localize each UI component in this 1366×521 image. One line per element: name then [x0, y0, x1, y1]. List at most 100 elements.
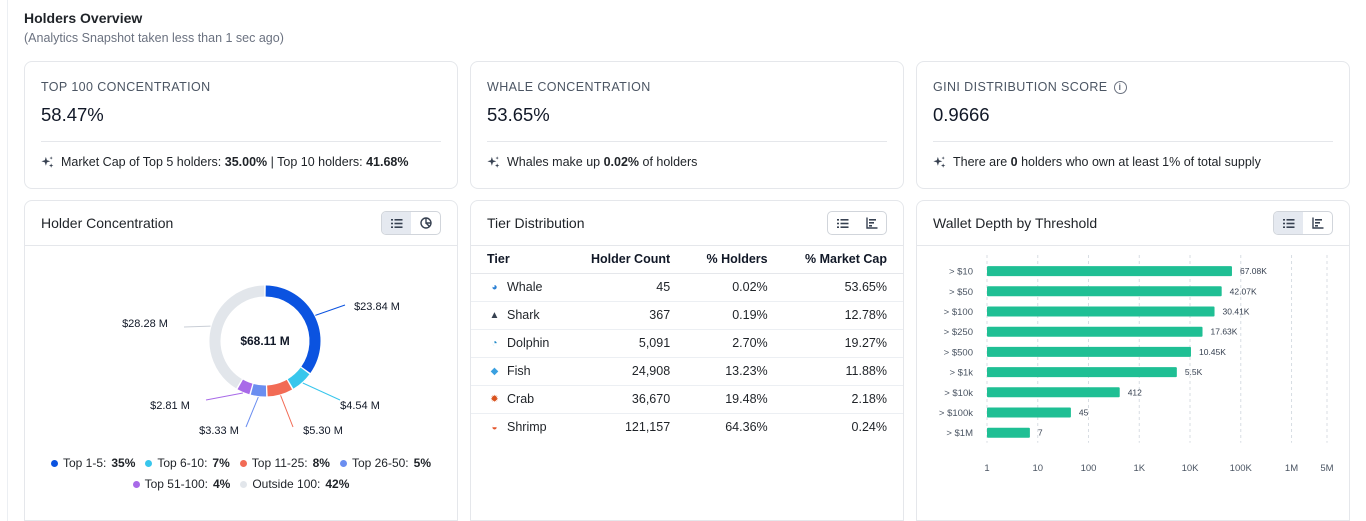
- legend-dot-icon: [50, 459, 58, 467]
- holder-count-cell: 36,670: [569, 385, 687, 414]
- stat-card-whale: WHALE CONCENTRATION 53.65% Whales make u…: [470, 61, 904, 189]
- market-cap-pct-cell: 19.27%: [783, 329, 903, 358]
- holders-pct-cell: 0.02%: [686, 273, 784, 302]
- crab-icon: ✹: [490, 393, 499, 405]
- stat-note: Whales make up 0.02% of holders: [487, 155, 697, 169]
- donut-segment[interactable]: [209, 285, 265, 389]
- column-header: Holder Count: [569, 246, 687, 274]
- bar-value-label: 45: [1079, 408, 1089, 418]
- donut-segment[interactable]: [265, 285, 321, 373]
- donut-segment[interactable]: [287, 367, 310, 389]
- legend-item[interactable]: Outside 100: 42%: [240, 477, 349, 491]
- legend-dot-icon: [339, 459, 347, 467]
- tier-name: Crab: [507, 392, 535, 406]
- stat-label: GINI DISTRIBUTION SCORE i: [933, 80, 1127, 94]
- market-cap-pct-cell: 11.88%: [783, 357, 903, 386]
- view-toggle: [827, 211, 887, 235]
- leader-line: [315, 304, 346, 316]
- bar-view-button[interactable]: [1303, 212, 1332, 234]
- legend-value: 4%: [212, 477, 231, 491]
- column-header: % Holders: [686, 246, 784, 274]
- list-view-button[interactable]: [1274, 212, 1303, 234]
- depth-bar[interactable]: [987, 326, 1203, 337]
- table-row: ▲ Shark 367 0.19% 12.78%: [471, 301, 903, 330]
- segment-amount-label: $28.28 M: [122, 318, 168, 330]
- list-icon: [1282, 218, 1294, 228]
- divider: [41, 141, 441, 142]
- divider: [933, 141, 1333, 142]
- tier-name: Fish: [507, 364, 531, 378]
- stat-label: TOP 100 CONCENTRATION: [41, 80, 211, 94]
- list-icon: [836, 218, 848, 228]
- view-toggle: [381, 211, 441, 235]
- column-header: Tier: [471, 246, 570, 274]
- segment-amount-label: $23.84 M: [354, 301, 400, 313]
- bar-value-label: 17.63K: [1211, 327, 1238, 337]
- tier-cell: ◕ Whale: [471, 273, 570, 302]
- donut-segment[interactable]: [237, 379, 253, 395]
- holder-count-cell: 45: [569, 273, 687, 302]
- holder-count-cell: 5,091: [569, 329, 687, 358]
- panel-title: Wallet Depth by Threshold: [933, 215, 1098, 231]
- stat-value: 0.9666: [933, 104, 990, 125]
- y-category-label: > $250: [944, 327, 973, 338]
- stat-value: 58.47%: [41, 104, 104, 125]
- depth-bar[interactable]: [987, 367, 1177, 378]
- holder-count-cell: 24,908: [569, 357, 687, 386]
- donut-segment[interactable]: [266, 379, 293, 397]
- legend-item[interactable]: Top 51-100: 4%: [132, 477, 231, 491]
- info-icon[interactable]: i: [1113, 80, 1127, 94]
- donut-center-label: $68.11 M: [240, 334, 289, 348]
- table-row: ◆ Fish 24,908 13.23% 11.88%: [471, 357, 903, 386]
- legend-label: Top 6-10:: [157, 456, 208, 470]
- depth-bar[interactable]: [987, 407, 1071, 418]
- depth-bar[interactable]: [987, 266, 1232, 277]
- sparkle-icon: [933, 155, 946, 168]
- table-row: ◒ Shrimp 121,157 64.36% 0.24%: [471, 413, 903, 441]
- market-cap-pct-cell: 0.24%: [851, 420, 887, 435]
- holder-concentration-panel: Holder Concentration $23.84 M $4.54 M $5.3…: [24, 200, 458, 521]
- tier-table: Tier Holder Count % Holders % Market Cap…: [471, 246, 903, 441]
- y-category-label: > $1k: [949, 368, 973, 379]
- shrimp-icon: ◒: [491, 421, 498, 433]
- legend-label: Top 1-5:: [62, 456, 107, 470]
- list-view-button[interactable]: [382, 212, 411, 234]
- leader-line: [302, 382, 341, 401]
- holders-pct-cell: 2.70%: [686, 329, 784, 358]
- bar-value-label: 30.41K: [1223, 307, 1250, 317]
- divider: [25, 245, 457, 246]
- stat-note: Market Cap of Top 5 holders: 35.00% | To…: [41, 155, 408, 169]
- holder-count-cell: 367: [569, 301, 687, 330]
- shark-icon: ▲: [489, 309, 500, 321]
- stat-card-top100: TOP 100 CONCENTRATION 58.47% Market Cap …: [24, 61, 458, 189]
- depth-bar[interactable]: [987, 346, 1191, 357]
- segment-amount-label: $2.81 M: [150, 400, 190, 412]
- list-view-button[interactable]: [828, 212, 857, 234]
- bar-value-label: 412: [1128, 387, 1142, 397]
- sparkle-icon: [41, 155, 54, 168]
- depth-bar[interactable]: [987, 427, 1030, 438]
- panel-title: Tier Distribution: [487, 215, 585, 231]
- legend-item[interactable]: Top 6-10: 7%: [145, 456, 230, 470]
- table-row: ◕ Whale 45 0.02% 53.65%: [471, 273, 903, 302]
- market-cap-pct-cell: 2.18%: [783, 385, 903, 414]
- legend-item[interactable]: Top 26-50: 5%: [339, 456, 431, 470]
- tier-name: Whale: [507, 280, 543, 294]
- pie-view-button[interactable]: [411, 212, 440, 234]
- donut-segment[interactable]: [250, 383, 267, 397]
- depth-bar[interactable]: [987, 306, 1215, 317]
- fish-icon: ◆: [490, 365, 499, 377]
- whale-icon: ◕: [491, 281, 498, 293]
- stat-label: WHALE CONCENTRATION: [487, 80, 651, 94]
- legend-item[interactable]: Top 11-25: 8%: [239, 456, 330, 470]
- legend-item[interactable]: Top 1-5: 35%: [50, 456, 135, 470]
- wallet-depth-panel: Wallet Depth by Threshold > $10 > $50 > $1…: [916, 200, 1350, 521]
- market-cap-pct-cell: 12.78%: [783, 301, 903, 330]
- panel-title: Holder Concentration: [41, 215, 174, 231]
- x-tick-label: 1: [984, 463, 989, 474]
- depth-bar[interactable]: [987, 387, 1120, 398]
- chart-legend: Top 1-5: 35% Top 6-10: 7% Top 11-25: 8% Top 26…: [25, 456, 457, 470]
- bar-view-button[interactable]: [857, 212, 886, 234]
- depth-bar[interactable]: [987, 286, 1222, 297]
- legend-value: 5%: [413, 456, 431, 470]
